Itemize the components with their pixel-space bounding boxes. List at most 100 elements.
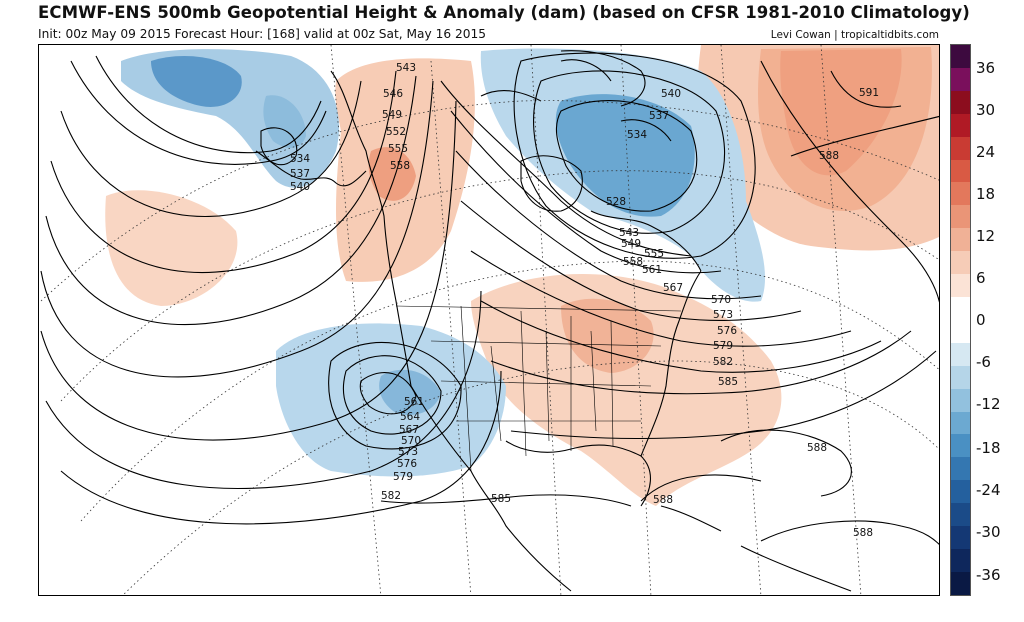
colorbar-label: -6 [976,353,991,371]
contour-line [95,55,322,154]
colorbar-segment [951,548,970,572]
colorbar-segment [951,526,970,549]
contour-line [513,52,756,259]
contour-label: 528 [606,196,626,208]
colorbar-segment [951,571,970,595]
anomaly-colorbar [950,44,971,596]
colorbar-label: -30 [976,523,1001,541]
contour-line [450,110,722,274]
colorbar-segment [951,457,970,481]
cool-area-hudson-core [555,94,695,217]
cool-area-alaska-core [151,56,242,107]
colorbar-label: 36 [976,59,996,77]
contour-line [460,200,802,322]
contour-line [510,350,937,440]
contour-label: 576 [717,325,737,337]
contour-label: 564 [400,411,420,423]
contour-label: 552 [386,126,406,138]
contour-label: 573 [398,446,418,458]
colorbar-segment [951,251,970,275]
colorbar-label: -12 [976,395,1001,413]
contour-line [555,100,698,212]
contour-label: 543 [619,227,639,239]
colorbar-label: -18 [976,439,1001,457]
contour-label: 540 [290,181,310,193]
warm-area-atlantic-mid [758,47,932,211]
cool-area-southwest-core [379,369,441,415]
colorbar-segment [951,388,970,412]
contour-label: 555 [388,143,408,155]
colorbar-segment [951,205,970,229]
contour-label: 561 [404,396,424,408]
contour-label: 570 [711,294,731,306]
contour-line [830,70,902,108]
chart-subtitle: Init: 00z May 09 2015 Forecast Hour: [16… [38,27,486,41]
chart-title: ECMWF-ENS 500mb Geopotential Height & An… [38,3,970,22]
contour-line [70,60,327,165]
contour-label: 537 [649,110,669,122]
contour-label: 561 [642,264,662,276]
contour-line [533,70,726,234]
contour-line [359,372,417,415]
colorbar-segment [951,296,970,320]
coastline-cuba [660,505,722,532]
contour-line [328,341,462,450]
coastline-east-us [640,270,702,457]
colorbar-segment [951,319,970,343]
contour-label: 534 [290,153,310,165]
contour-line [455,150,762,300]
coastline-labrador [590,210,702,272]
contour-label: 570 [401,435,421,447]
contour-label: 567 [399,424,419,436]
contour-line [490,330,912,395]
colorbar-segment [951,274,970,297]
credit-text: Levi Cowan | tropicaltidbits.com [770,29,939,41]
colorbar-label: 30 [976,101,996,119]
colorbar-segment [951,67,970,91]
coastline-south-america [740,545,852,592]
contour-line [760,520,939,545]
contour-label: 588 [653,494,673,506]
map-panel: 534 537 540 543 546 549 552 555 558 528 … [38,44,940,596]
coastline-west-north-america [330,70,572,592]
contour-line [480,300,882,373]
contour-line [342,355,442,435]
contour-line [40,80,434,378]
contour-label: 540 [661,88,681,100]
colorbar-label: 12 [976,227,996,245]
colorbar-segment [951,45,970,68]
cool-area-gulf-alaska [263,95,306,148]
contour-line [380,494,632,507]
colorbar-segment [951,159,970,183]
contour-label: 555 [644,248,664,260]
colorbar-segment [951,365,970,389]
contour-line [45,290,482,490]
contour-label: 558 [390,160,410,172]
contour-label: 585 [491,493,511,505]
colorbar-labels: 36 30 24 18 12 6 0 -6 -12 -18 -24 -30 -3… [976,44,1021,596]
contour-label: 582 [381,490,401,502]
warm-area-great-lakes [561,298,654,373]
coastline-greenland [560,50,646,107]
colorbar-segment [951,90,970,114]
contour-line [60,80,362,218]
colorbar-segment [951,503,970,527]
contour-label: 579 [713,340,733,352]
contour-label: 585 [718,376,738,388]
height-contours [40,52,939,545]
contour-label: 591 [859,87,879,99]
contour-line [760,60,939,303]
contour-labels: 534 537 540 543 546 549 552 555 558 528 … [290,62,879,539]
colorbar-label: 0 [976,311,986,329]
map-svg: 534 537 540 543 546 549 552 555 558 528 … [40,45,939,595]
contour-line [470,250,852,347]
contour-label: 543 [396,62,416,74]
colorbar-label: -36 [976,566,1001,584]
colorbar-segment [951,411,970,435]
coastline-gulf-of-mexico [505,440,651,507]
colorbar-segment [951,113,970,137]
contour-line [60,370,502,525]
contour-line [720,429,852,497]
warm-area-eastern-us [471,274,782,506]
colorbar-segment [951,342,970,366]
